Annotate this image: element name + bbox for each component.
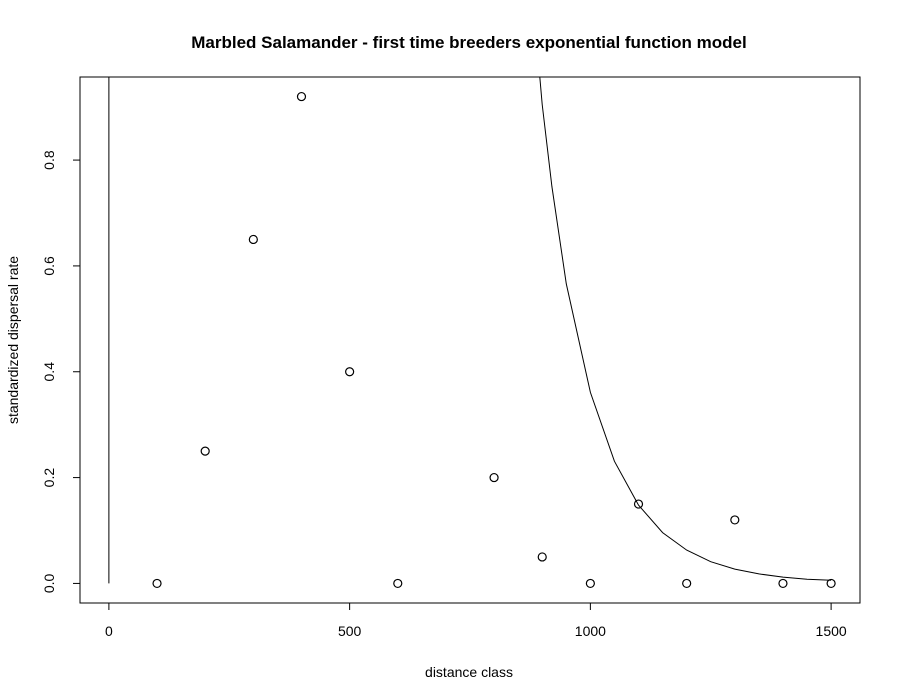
x-axis: 0 500 1000 1500 [105,603,847,639]
x-tick-label: 1000 [575,623,606,639]
data-point [537,552,547,562]
y-tick-label: 0.0 [41,573,57,593]
data-point [393,578,403,589]
plot-frame [79,76,861,604]
data-point [296,91,307,102]
data-point [345,367,355,377]
data-point [585,578,595,589]
y-tick-label: 0.8 [41,150,57,170]
data-point [489,472,499,483]
y-axis-label: standardized dispersal rate [5,256,21,424]
y-axis: 0.0 0.2 0.4 0.6 0.8 [41,150,80,593]
x-tick-label: 500 [338,623,362,639]
x-tick-label: 0 [105,623,113,639]
data-point [826,578,836,589]
exponential-model-curve [539,76,832,581]
y-tick-label: 0.2 [41,468,57,488]
data-point [248,234,258,245]
y-tick-label: 0.6 [41,256,57,276]
data-point [633,499,644,509]
plot-marks [108,76,836,589]
data-point [200,446,210,456]
chart-title: Marbled Salamander - first time breeders… [191,33,746,52]
data-point [778,578,788,589]
data-point [152,578,162,589]
x-tick-label: 1500 [816,623,847,639]
y-tick-label: 0.4 [41,362,57,382]
data-point [682,578,692,589]
data-point [730,515,740,525]
x-axis-label: distance class [425,664,513,680]
